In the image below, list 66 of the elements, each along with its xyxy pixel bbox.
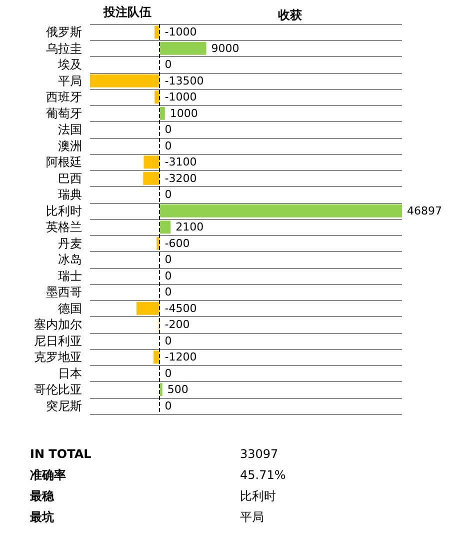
data-label: -600 xyxy=(164,236,190,250)
y-tick-label: 日本 xyxy=(58,366,82,380)
y-tick-label: 墨西哥 xyxy=(46,285,82,300)
data-label: -200 xyxy=(164,318,190,332)
bar xyxy=(160,220,171,234)
y-tick-label: 英格兰 xyxy=(46,220,82,234)
y-tick-label: 法国 xyxy=(58,122,82,137)
bar xyxy=(160,42,206,55)
bar xyxy=(144,156,160,169)
data-label: -1200 xyxy=(164,350,197,364)
data-label: 0 xyxy=(164,123,172,136)
y-tick-label: 冰岛 xyxy=(58,252,82,267)
data-label: 0 xyxy=(164,269,172,282)
y-tick-label: 俄罗斯 xyxy=(46,25,82,40)
text: 比利时 xyxy=(240,489,276,503)
data-label: 0 xyxy=(164,399,172,412)
y-tick-label: 巴西 xyxy=(58,171,82,186)
data-label: 0 xyxy=(164,286,172,299)
data-label: -4500 xyxy=(164,302,197,315)
y-tick-label: 阿根廷 xyxy=(46,155,82,170)
text: 33097 xyxy=(240,447,278,461)
text: 45.71% xyxy=(240,468,286,482)
bar xyxy=(143,172,160,185)
data-label: -3100 xyxy=(164,156,197,169)
data-label: 2100 xyxy=(176,220,204,234)
text: 平局 xyxy=(240,510,264,524)
bar xyxy=(160,106,165,120)
data-label: 0 xyxy=(164,58,172,72)
data-label: 0 xyxy=(164,253,172,266)
data-label: 0 xyxy=(164,334,172,348)
data-label: 0 xyxy=(164,188,172,202)
y-tick-label: 西班牙 xyxy=(46,90,82,104)
y-tick-label: 埃及 xyxy=(57,58,82,72)
y-tick-label: 突尼斯 xyxy=(46,398,82,413)
text: IN TOTAL xyxy=(30,447,92,461)
data-label: -1000 xyxy=(164,90,197,104)
text: 最坑 xyxy=(29,510,54,524)
y-tick-label: 丹麦 xyxy=(58,236,82,250)
bar xyxy=(90,74,160,88)
y-tick-label: 德国 xyxy=(58,301,82,316)
y-tick-label: 澳洲 xyxy=(58,138,82,153)
y-tick-label: 哥伦比亚 xyxy=(34,382,82,397)
y-tick-label: 尼日利亚 xyxy=(34,334,82,348)
y-tick-label: 塞内加尔 xyxy=(34,318,82,332)
y-tick-label: 瑞士 xyxy=(58,268,82,283)
text: 准确率 xyxy=(30,468,66,482)
data-label: 0 xyxy=(164,139,172,152)
data-label: -1000 xyxy=(164,26,197,39)
data-label: -3200 xyxy=(164,172,197,185)
y-tick-label: 乌拉圭 xyxy=(46,41,82,56)
data-label: 1000 xyxy=(170,106,198,120)
y-tick-label: 平局 xyxy=(58,74,82,88)
data-label: 500 xyxy=(167,383,188,396)
text: 最稳 xyxy=(29,489,55,503)
y-tick-label: 葡萄牙 xyxy=(46,106,82,120)
bar xyxy=(136,302,160,315)
y-tick-label: 比利时 xyxy=(46,204,82,218)
chart-title: 收获 xyxy=(278,8,302,22)
data-label: 9000 xyxy=(211,42,240,55)
data-label: 0 xyxy=(164,366,172,380)
data-label: -13500 xyxy=(164,74,204,88)
y-tick-label: 瑞典 xyxy=(58,188,82,202)
y-axis-title: 投注队伍 xyxy=(102,5,152,19)
data-label: 46897 xyxy=(407,204,442,218)
y-tick-label: 克罗地亚 xyxy=(34,350,82,364)
bar xyxy=(160,204,402,218)
